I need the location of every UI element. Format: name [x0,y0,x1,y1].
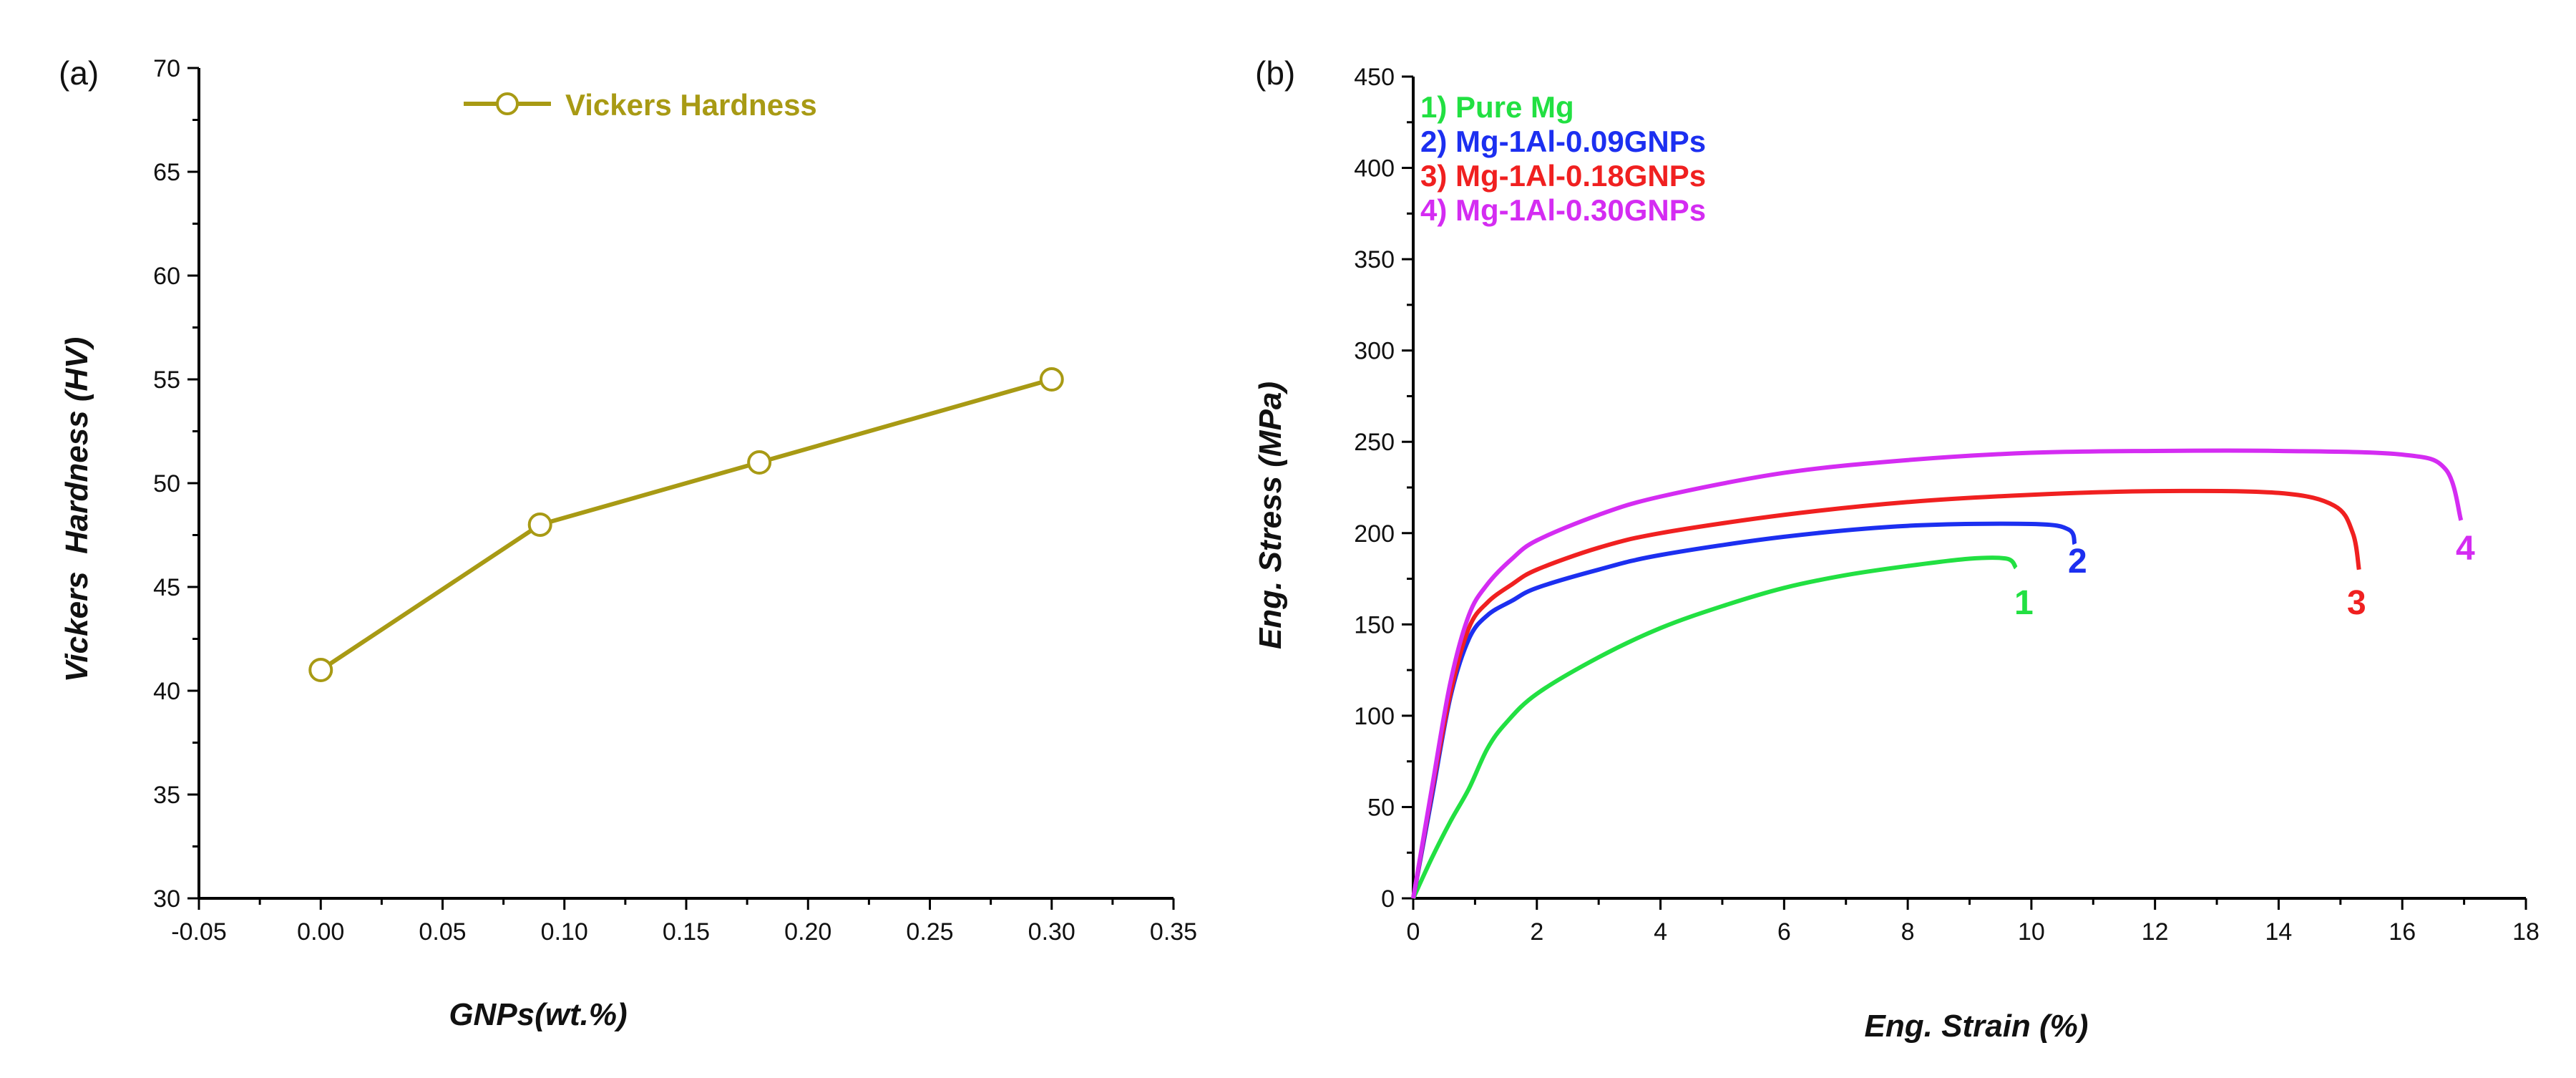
y-tick-label: 300 [1354,338,1395,365]
vickers-hardness-point [308,658,333,682]
panel-a-label: (a) [59,54,99,92]
stress-strain-curve-030gnps [1411,448,2464,899]
y-tick-label: 40 [153,678,180,705]
panel-a-x-ticks: -0.05 0.00 0.05 0.10 0.15 0.20 0.25 0.30 0.35 [171,898,1197,946]
x-tick-label: 0.05 [419,918,466,946]
vickers-hardness-point [747,450,772,475]
panel-b-y-ticks: 0 50 100 150 200 250 300 350 400 450 [1354,64,1413,913]
panel-a-hardness-chart: (a) 30 35 40 45 50 55 60 65 70 -0.05 0.00 0.05 0.10… [59,54,1197,1032]
x-tick-label: 0.25 [906,918,953,946]
y-tick-label: 450 [1354,64,1395,91]
x-tick-label: 0.20 [784,918,831,946]
panel-a-x-axis-title: GNPs(wt.%) [449,997,627,1032]
legend-marker-vickers [496,92,519,115]
panel-b-x-ticks: 0 2 4 6 8 10 12 14 16 18 [1407,898,2540,946]
panel-a-legend: Vickers Hardness [464,88,817,122]
x-tick-label: 16 [2389,918,2416,946]
end-label-2: 2 [2068,543,2087,581]
vickers-hardness-point [527,513,552,537]
y-tick-label: 30 [153,885,180,913]
legend-entry-009gnps: 2) Mg-1Al-0.09GNPs [1420,125,1706,158]
end-label-3: 3 [2347,584,2366,622]
panel-b-legend: 1) Pure Mg 2) Mg-1Al-0.09GNPs 3) Mg-1Al-… [1420,90,1706,227]
x-tick-label: 14 [2265,918,2293,946]
y-tick-label: 45 [153,574,180,601]
y-tick-label: 35 [153,782,180,809]
x-tick-label: -0.05 [171,918,227,946]
y-tick-label: 60 [153,263,180,290]
end-label-1: 1 [2014,584,2034,622]
y-tick-label: 50 [1367,794,1395,821]
legend-entry-018gnps: 3) Mg-1Al-0.18GNPs [1420,159,1706,193]
x-tick-label: 0.30 [1028,918,1075,946]
panel-b-y-axis-title: Eng. Stress (MPa) [1253,382,1288,649]
x-tick-label: 0 [1407,918,1420,946]
y-tick-label: 65 [153,159,180,186]
stress-strain-curve-009gnps [1411,521,2077,899]
x-tick-label: 0.10 [541,918,588,946]
vickers-hardness-line [319,377,1053,672]
stress-strain-curve-pure-mg [1411,555,2018,900]
panel-b-end-labels: 1 2 3 4 [2014,530,2475,622]
panel-b-label: (b) [1255,54,1295,92]
y-tick-label: 400 [1354,155,1395,183]
y-tick-label: 55 [153,366,180,394]
x-tick-label: 6 [1777,918,1791,946]
y-tick-label: 200 [1354,520,1395,548]
x-tick-label: 8 [1901,918,1915,946]
vickers-hardness-point [1039,367,1064,392]
y-tick-label: 150 [1354,611,1395,638]
legend-entry-030gnps: 4) Mg-1Al-0.30GNPs [1420,193,1706,227]
x-tick-label: 10 [2018,918,2045,946]
panel-b-stress-strain-chart: (b) 0 50 100 150 200 250 300 350 400 450 0 2 4 6 8 10 1… [1253,54,2540,1044]
panel-a-y-axis-title: Vickers Hardness (HV) [59,337,94,683]
end-label-4: 4 [2456,530,2475,568]
x-tick-label: 4 [1654,918,1667,946]
y-tick-label: 70 [153,55,180,82]
y-tick-label: 100 [1354,703,1395,730]
x-tick-label: 0.15 [663,918,710,946]
y-tick-label: 250 [1354,429,1395,456]
x-tick-label: 12 [2142,918,2169,946]
panel-a-series [308,367,1064,682]
stress-strain-curve-018gnps [1411,488,2361,899]
panel-b-x-axis-title: Eng. Strain (%) [1865,1009,2089,1044]
y-tick-label: 0 [1381,885,1395,913]
y-tick-label: 50 [153,470,180,497]
legend-entry-pure-mg: 1) Pure Mg [1420,90,1574,124]
x-tick-label: 0.35 [1150,918,1197,946]
panel-a-y-ticks: 30 35 40 45 50 55 60 65 70 [153,55,199,913]
panel-b-series [1411,448,2464,900]
x-tick-label: 0.00 [297,918,344,946]
legend-entry-vickers: Vickers Hardness [565,88,817,122]
x-tick-label: 18 [2512,918,2540,946]
y-tick-label: 350 [1354,246,1395,273]
x-tick-label: 2 [1530,918,1543,946]
